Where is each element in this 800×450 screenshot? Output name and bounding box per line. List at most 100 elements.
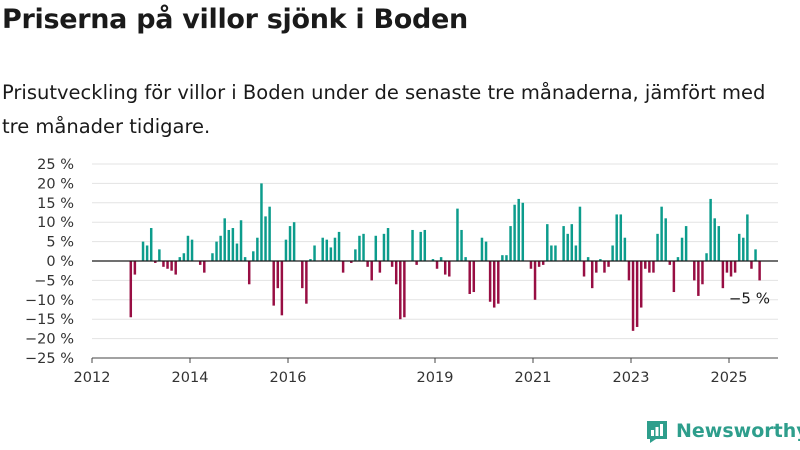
- bar: [178, 257, 182, 261]
- bar: [203, 261, 206, 273]
- bar: [693, 261, 696, 281]
- bar: [439, 257, 443, 261]
- bar: [627, 261, 631, 281]
- bar: [268, 206, 271, 261]
- bar: [676, 257, 680, 261]
- bar: [701, 261, 704, 285]
- bar: [484, 241, 488, 261]
- bar: [725, 261, 729, 273]
- bar: [337, 231, 341, 261]
- bar: [174, 261, 177, 275]
- bar: [709, 198, 712, 261]
- bar: [386, 228, 390, 261]
- bar: [529, 261, 533, 269]
- y-tick-label: 15 %: [37, 196, 74, 212]
- bar: [288, 226, 292, 261]
- bar: [607, 261, 610, 267]
- bar: [390, 261, 394, 267]
- brand-name: Newsworthy: [676, 420, 800, 442]
- bar: [186, 235, 190, 261]
- bar: [566, 233, 569, 261]
- y-tick-label: 0 %: [46, 254, 74, 270]
- bar: [382, 233, 386, 261]
- bar: [480, 237, 484, 261]
- bar: [705, 253, 708, 261]
- bar: [603, 261, 606, 273]
- y-tick-label: −5 %: [34, 273, 74, 289]
- bar: [431, 259, 435, 261]
- bar: [329, 247, 333, 261]
- x-tick-label: 2023: [613, 370, 650, 386]
- bar: [325, 239, 329, 261]
- bar: [374, 235, 378, 261]
- bar: [231, 228, 235, 261]
- bar: [227, 229, 231, 261]
- bar: [492, 261, 496, 308]
- newsworthy-logo[interactable]: Newsworthy: [644, 418, 800, 444]
- y-tick-label: −10 %: [25, 293, 74, 309]
- bar: [301, 261, 304, 289]
- bar: [354, 249, 357, 261]
- bar: [256, 237, 259, 261]
- tick-labels: 25 % 20 % 15 % 10 % 5 % 0 % −5 % −10 % −15 % −20 …: [25, 157, 770, 386]
- bar: [292, 222, 296, 261]
- x-tick-label: 2021: [515, 370, 552, 386]
- bar: [550, 245, 553, 261]
- bar: [460, 229, 463, 261]
- bar: [660, 206, 663, 261]
- bar: [313, 245, 316, 261]
- bar: [276, 261, 280, 289]
- axes: [91, 260, 778, 363]
- bar: [162, 261, 165, 267]
- bar: [750, 261, 753, 269]
- bar: [672, 261, 676, 293]
- bar: [729, 261, 733, 277]
- bar: [742, 237, 745, 261]
- y-tick-label: −20 %: [25, 332, 74, 348]
- bar: [754, 249, 757, 261]
- bar: [166, 261, 169, 269]
- bar: [684, 226, 688, 261]
- bar: [631, 261, 635, 331]
- bar: [260, 183, 263, 261]
- bar: [252, 251, 255, 261]
- bar: [554, 245, 557, 261]
- bar: [648, 261, 651, 273]
- bar: [737, 233, 741, 261]
- x-tick-label: 2014: [172, 370, 209, 386]
- bar: [443, 261, 447, 275]
- bar: [378, 261, 382, 273]
- bar: [366, 261, 369, 267]
- bar: [521, 202, 525, 261]
- bar: [415, 261, 418, 265]
- bar: [321, 237, 324, 261]
- bar: [644, 261, 647, 269]
- bar: [664, 218, 667, 261]
- bar: [341, 261, 345, 273]
- newsworthy-logo-icon: [647, 421, 667, 443]
- bar: [721, 261, 725, 289]
- bar: [145, 245, 149, 261]
- x-tick-label: 2016: [270, 370, 307, 386]
- bar: [239, 220, 243, 261]
- bar: [668, 261, 672, 265]
- bar: [399, 261, 402, 320]
- latest-value-label: −5 %: [729, 289, 770, 307]
- bar: [468, 261, 471, 294]
- bar: [305, 261, 308, 304]
- bar: [546, 224, 549, 261]
- bar: [284, 239, 288, 261]
- bar: [758, 261, 761, 281]
- bar: [133, 261, 137, 275]
- bar: [590, 261, 594, 289]
- bar: [223, 218, 226, 261]
- bar: [619, 214, 623, 261]
- bar: [562, 226, 565, 261]
- bar: [272, 261, 275, 306]
- bar: [505, 255, 508, 261]
- y-tick-label: 10 %: [37, 215, 74, 231]
- bar: [309, 259, 312, 261]
- y-tick-label: 25 %: [37, 157, 74, 173]
- bar: [578, 206, 582, 261]
- bar: [733, 261, 737, 273]
